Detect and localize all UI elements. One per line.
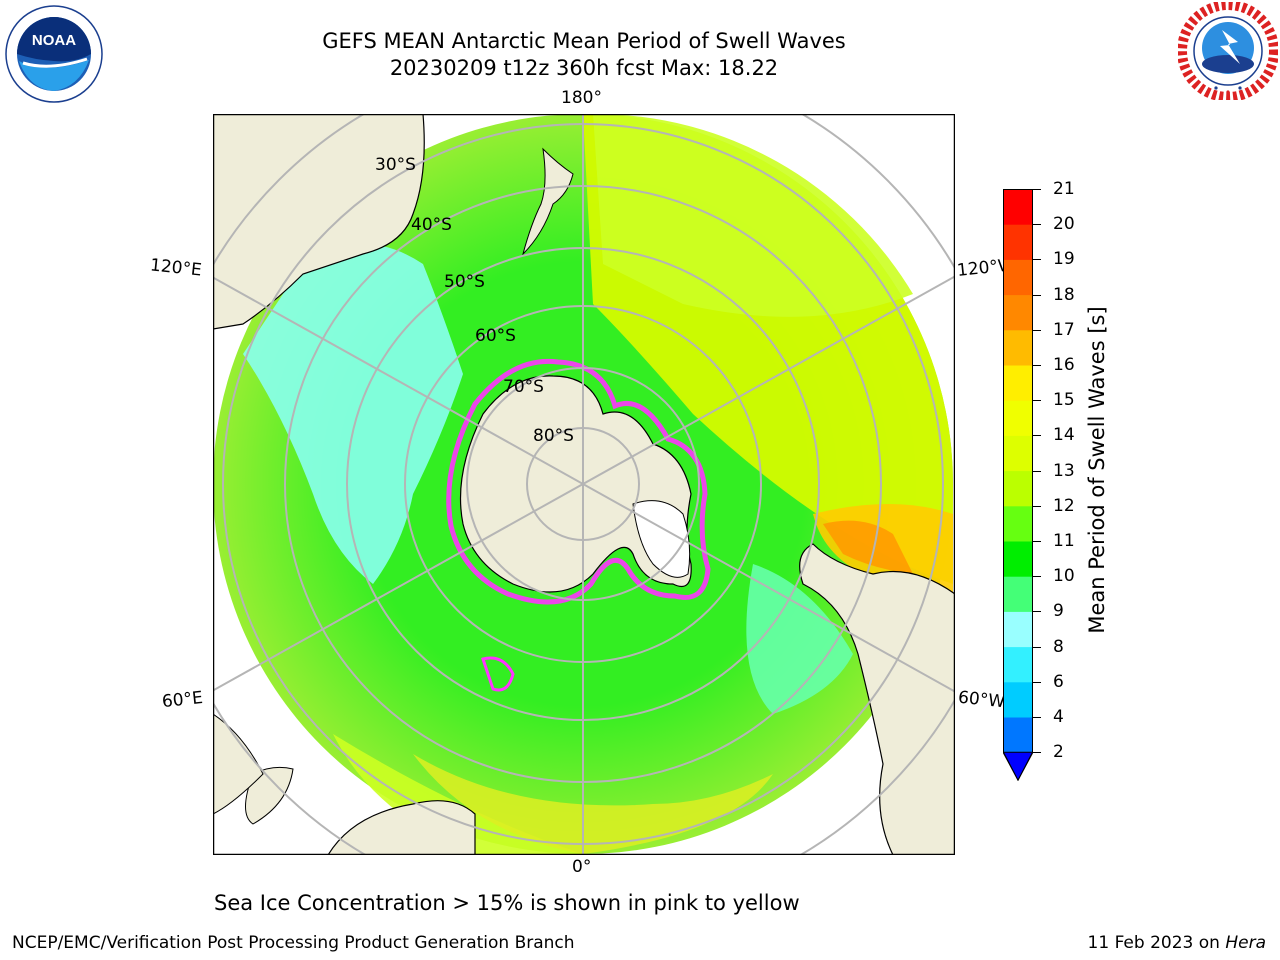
colorbar-tick-mark [1033, 541, 1041, 542]
lon-label-upper-left: 120°E [149, 255, 203, 281]
colorbar-tick-mark [1033, 259, 1041, 261]
polar-map-svg: 30°S 40°S 50°S 60°S 70°S 80°S [213, 114, 955, 855]
lon-label-bottom: 0° [572, 857, 592, 877]
colorbar-segment [1003, 541, 1033, 577]
colorbar-tick-label: 18 [1053, 284, 1075, 305]
sea-ice-edge [446, 358, 711, 605]
lat-label-40s: 40°S [411, 215, 452, 235]
colorbar-tick-label: 19 [1053, 249, 1075, 270]
noaa-logo-text: NOAA [32, 32, 76, 49]
lon-label-lower-right: 60°W [957, 687, 1006, 713]
colorbar-tick-mark [1033, 681, 1041, 683]
australia-land [213, 114, 425, 330]
colorbar-tick-mark [1033, 717, 1041, 718]
colorbar-tick-label: 9 [1053, 601, 1064, 622]
colorbar-tick-mark [1033, 365, 1041, 366]
colorbar-svg [1002, 189, 1034, 782]
colorbar-tick-label: 21 [1053, 179, 1075, 199]
colorbar-segment [1003, 435, 1033, 472]
colorbar-tick-mark [1033, 400, 1041, 402]
lat-label-80s: 80°S [533, 426, 574, 446]
colorbar-tick-label: 4 [1053, 707, 1064, 727]
colorbar-segment [1003, 400, 1033, 436]
footer-credit: NCEP/EMC/Verification Post Processing Pr… [12, 933, 575, 953]
colorbar-tick-label: 16 [1053, 355, 1075, 375]
swell-field-indian-cyan [243, 244, 463, 584]
graticule [213, 114, 955, 855]
colorbar-segment [1003, 611, 1033, 648]
swell-field-drake [746, 564, 853, 714]
colorbar-segment [1003, 365, 1033, 401]
lon-label-lower-left: 60°E [161, 687, 204, 713]
noaa-logo: NOAA [5, 5, 103, 107]
colorbar-tick-mark [1033, 646, 1041, 648]
colorbar [1002, 189, 1034, 782]
sea-ice-patch [481, 656, 515, 692]
colorbar-segment [1003, 224, 1033, 260]
colorbar-label: Mean Period of Swell Waves [s] [1085, 306, 1109, 634]
colorbar-tick-label: 17 [1053, 319, 1075, 340]
footer-date: 11 Feb 2023 on Hera [1088, 933, 1266, 953]
swell-field-max [823, 520, 913, 574]
footer-machine: Hera [1225, 933, 1266, 953]
nws-logo [1177, 0, 1279, 104]
colorbar-tick-mark [1033, 576, 1041, 578]
colorbar-segment [1003, 646, 1033, 683]
colorbar-tick-mark [1033, 189, 1041, 190]
antarctica-land [459, 375, 692, 593]
colorbar-tick-mark [1033, 329, 1041, 331]
chart-subtitle: 20230209 t12z 360h fcst Max: 18.22 [389, 56, 779, 80]
colorbar-segment [1003, 329, 1033, 366]
colorbar-extend-triangle [1002, 751, 1034, 782]
colorbar-segment [1003, 681, 1033, 718]
colorbar-tick-mark [1033, 611, 1041, 613]
colorbar-tick-mark [1033, 470, 1041, 472]
colorbar-tick-label: 2 [1053, 742, 1064, 763]
colorbar-tick-label: 10 [1053, 566, 1075, 587]
lat-label-30s: 30°S [375, 155, 416, 175]
colorbar-segment [1003, 470, 1033, 507]
lat-label-50s: 50°S [444, 272, 485, 292]
nws-logo-icon [1177, 0, 1279, 102]
lat-label-60s: 60°S [475, 326, 516, 346]
colorbar-tick-mark [1033, 505, 1041, 507]
lat-label-70s: 70°S [503, 377, 544, 397]
colorbar-tick-label: 11 [1053, 531, 1075, 551]
noaa-logo-icon: NOAA [5, 5, 103, 103]
lon-label-top: 180° [561, 88, 602, 108]
colorbar-tick-mark [1033, 294, 1041, 296]
colorbar-tick-label: 14 [1053, 425, 1075, 446]
colorbar-tick-label: 12 [1053, 495, 1075, 516]
polar-map: 30°S 40°S 50°S 60°S 70°S 80°S [213, 114, 955, 855]
colorbar-segment [1003, 505, 1033, 542]
new-zealand-land [522, 147, 574, 256]
chart-title: GEFS MEAN Antarctic Mean Period of Swell… [322, 29, 846, 53]
colorbar-tick-label: 6 [1053, 671, 1064, 692]
colorbar-tick-label: 15 [1053, 390, 1075, 411]
colorbar-tick-mark [1033, 224, 1041, 226]
colorbar-tick-mark [1033, 435, 1041, 437]
colorbar-segment [1003, 576, 1033, 612]
colorbar-tick-label: 20 [1053, 214, 1075, 235]
colorbar-segment [1003, 294, 1033, 331]
colorbar-tick-mark [1033, 752, 1041, 754]
colorbar-tick-label: 13 [1053, 460, 1075, 481]
colorbar-segment [1003, 189, 1033, 225]
madagascar-land [245, 766, 294, 825]
southern-indian-land [213, 713, 264, 815]
colorbar-outline [1003, 189, 1033, 782]
colorbar-segment [1003, 717, 1033, 753]
colorbar-tick-label: 8 [1053, 636, 1064, 657]
footer-date-text: 11 Feb 2023 on [1087, 933, 1226, 953]
sea-ice-note: Sea Ice Concentration > 15% is shown in … [214, 891, 800, 915]
colorbar-segment [1003, 259, 1033, 296]
